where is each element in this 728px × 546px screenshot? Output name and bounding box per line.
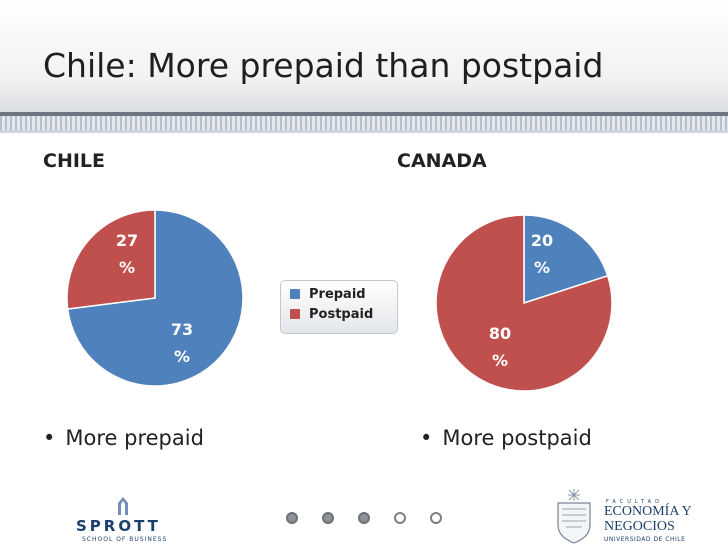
pie-slice-postpaid: [435, 214, 613, 392]
header-rule-light: [0, 130, 728, 133]
pie-data-label-postpaid: %: [119, 258, 135, 277]
slide-nav-dots: [286, 512, 446, 528]
nav-dot-empty: [394, 512, 406, 524]
legend-swatch-prepaid: [290, 289, 300, 299]
title-band: [0, 0, 728, 112]
pie-data-label-postpaid: 27: [116, 231, 138, 250]
sprott-logo: SPROTT SCHOOL OF BUSINESS: [76, 495, 176, 545]
sprott-tower-icon: [118, 497, 128, 515]
bullet-canada: • More postpaid: [420, 426, 592, 450]
pie-chart-chile: 73% 27%: [66, 209, 244, 387]
pie-slice-prepaid: [523, 214, 609, 305]
university-crest-icon: [557, 489, 591, 544]
pie-data-label-prepaid: 20: [531, 231, 553, 250]
pie-slice-postpaid: [66, 209, 156, 310]
pie-chart-canada: 20% 80%: [435, 214, 613, 392]
sprott-wordmark: SPROTT: [76, 517, 161, 535]
bullet-marker: •: [43, 426, 56, 450]
faculty-university: UNIVERSIDAD DE CHILE: [604, 536, 686, 543]
section-title-canada: CANADA: [397, 150, 487, 172]
faculty-logo: FACULTAD ECONOMÍA Y NEGOCIOS UNIVERSIDAD…: [546, 485, 716, 545]
faculty-line1: ECONOMÍA Y: [604, 504, 692, 519]
slide-title: Chile: More prepaid than postpaid: [43, 46, 604, 85]
bullet-text-canada: More postpaid: [442, 426, 592, 450]
faculty-line2: NEGOCIOS: [604, 519, 675, 534]
legend-item-postpaid: Postpaid: [290, 307, 373, 322]
legend-label-prepaid: Prepaid: [309, 287, 366, 302]
legend-label-postpaid: Postpaid: [309, 307, 374, 322]
nav-dot-filled: [322, 512, 334, 524]
pie-data-label-prepaid: %: [174, 347, 190, 366]
pie-data-label-postpaid: 80: [489, 324, 511, 343]
header-stripes: [0, 116, 728, 130]
bullet-chile: • More prepaid: [43, 426, 204, 450]
chart-legend: Prepaid Postpaid: [280, 280, 398, 334]
bullet-text-chile: More prepaid: [65, 426, 204, 450]
legend-item-prepaid: Prepaid: [290, 287, 366, 302]
section-title-chile: CHILE: [43, 150, 106, 172]
nav-dot-filled: [358, 512, 370, 524]
sprott-subtitle: SCHOOL OF BUSINESS: [82, 536, 168, 543]
pie-data-label-prepaid: 73: [171, 320, 193, 339]
pie-data-label-postpaid: %: [492, 351, 508, 370]
bullet-marker: •: [420, 426, 433, 450]
legend-swatch-postpaid: [290, 309, 300, 319]
pie-data-label-prepaid: %: [534, 258, 550, 277]
nav-dot-empty: [430, 512, 442, 524]
faculty-small-caption: FACULTAD: [606, 499, 663, 505]
header-rule: [0, 112, 728, 116]
nav-dot-filled: [286, 512, 298, 524]
